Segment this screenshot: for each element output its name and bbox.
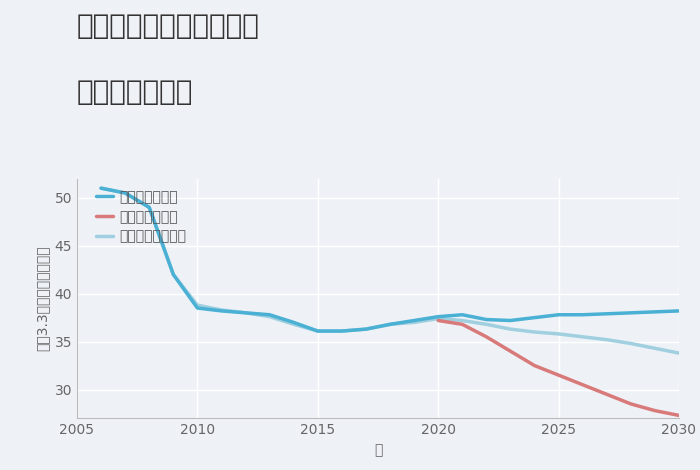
バッドシナリオ <box>482 334 491 340</box>
バッドシナリオ <box>651 408 659 414</box>
グッドシナリオ <box>265 312 274 318</box>
Legend: グッドシナリオ, バッドシナリオ, ノーマルシナリオ: グッドシナリオ, バッドシナリオ, ノーマルシナリオ <box>96 190 187 243</box>
バッドシナリオ <box>578 382 587 388</box>
グッドシナリオ <box>193 305 202 311</box>
X-axis label: 年: 年 <box>374 443 382 457</box>
グッドシナリオ <box>482 317 491 322</box>
バッドシナリオ <box>531 363 539 368</box>
バッドシナリオ <box>603 392 611 397</box>
グッドシナリオ <box>554 312 563 318</box>
ノーマルシナリオ <box>337 328 346 334</box>
グッドシナリオ <box>169 272 178 277</box>
ノーマルシナリオ <box>410 320 419 325</box>
ノーマルシナリオ <box>265 314 274 320</box>
グッドシナリオ <box>531 315 539 321</box>
ノーマルシナリオ <box>314 328 322 334</box>
ノーマルシナリオ <box>506 326 514 332</box>
グッドシナリオ <box>410 318 419 323</box>
グッドシナリオ <box>651 309 659 315</box>
Line: グッドシナリオ: グッドシナリオ <box>101 188 679 331</box>
グッドシナリオ <box>362 326 370 332</box>
ノーマルシナリオ <box>97 185 105 191</box>
ノーマルシナリオ <box>434 316 442 321</box>
グッドシナリオ <box>434 314 442 320</box>
ノーマルシナリオ <box>145 204 153 210</box>
グッドシナリオ <box>458 312 466 318</box>
ノーマルシナリオ <box>578 334 587 340</box>
ノーマルシナリオ <box>531 329 539 335</box>
グッドシナリオ <box>145 204 153 210</box>
グッドシナリオ <box>217 308 225 314</box>
ノーマルシナリオ <box>675 350 683 356</box>
ノーマルシナリオ <box>626 341 635 346</box>
Text: 奈良県奈良市帝塚山南の: 奈良県奈良市帝塚山南の <box>77 12 260 40</box>
バッドシナリオ <box>458 321 466 327</box>
ノーマルシナリオ <box>362 326 370 332</box>
バッドシナリオ <box>506 348 514 354</box>
グッドシナリオ <box>675 308 683 314</box>
ノーマルシナリオ <box>603 337 611 343</box>
ノーマルシナリオ <box>554 331 563 337</box>
バッドシナリオ <box>434 318 442 323</box>
Y-axis label: 坪（3.3㎡）単価（万円）: 坪（3.3㎡）単価（万円） <box>35 246 49 351</box>
Line: バッドシナリオ: バッドシナリオ <box>438 321 679 415</box>
グッドシナリオ <box>121 190 130 196</box>
グッドシナリオ <box>290 320 298 325</box>
バッドシナリオ <box>675 413 683 418</box>
グッドシナリオ <box>506 318 514 323</box>
ノーマルシナリオ <box>458 318 466 323</box>
ノーマルシナリオ <box>651 345 659 351</box>
グッドシナリオ <box>603 311 611 317</box>
ノーマルシナリオ <box>169 272 178 277</box>
バッドシナリオ <box>626 401 635 407</box>
バッドシナリオ <box>554 372 563 378</box>
Text: 土地の価格推移: 土地の価格推移 <box>77 78 193 106</box>
ノーマルシナリオ <box>482 321 491 327</box>
ノーマルシナリオ <box>290 321 298 327</box>
グッドシナリオ <box>626 310 635 316</box>
グッドシナリオ <box>314 328 322 334</box>
ノーマルシナリオ <box>121 190 130 196</box>
グッドシナリオ <box>241 310 250 316</box>
グッドシナリオ <box>97 185 105 191</box>
グッドシナリオ <box>578 312 587 318</box>
ノーマルシナリオ <box>241 310 250 316</box>
グッドシナリオ <box>337 328 346 334</box>
ノーマルシナリオ <box>386 321 394 327</box>
ノーマルシナリオ <box>193 302 202 308</box>
ノーマルシナリオ <box>217 307 225 313</box>
グッドシナリオ <box>386 321 394 327</box>
Line: ノーマルシナリオ: ノーマルシナリオ <box>101 188 679 353</box>
